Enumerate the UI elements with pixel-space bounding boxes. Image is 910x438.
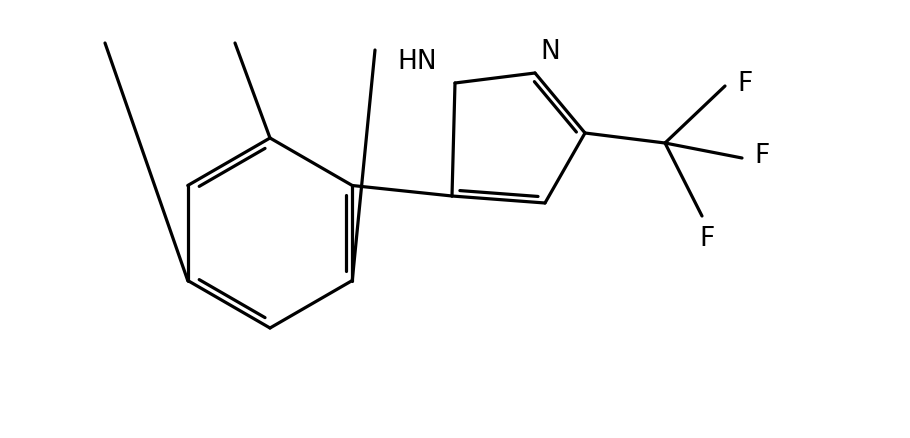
Text: F: F	[700, 226, 714, 252]
Text: HN: HN	[398, 49, 437, 75]
Text: F: F	[737, 71, 753, 97]
Text: F: F	[754, 143, 769, 169]
Text: N: N	[540, 39, 560, 65]
